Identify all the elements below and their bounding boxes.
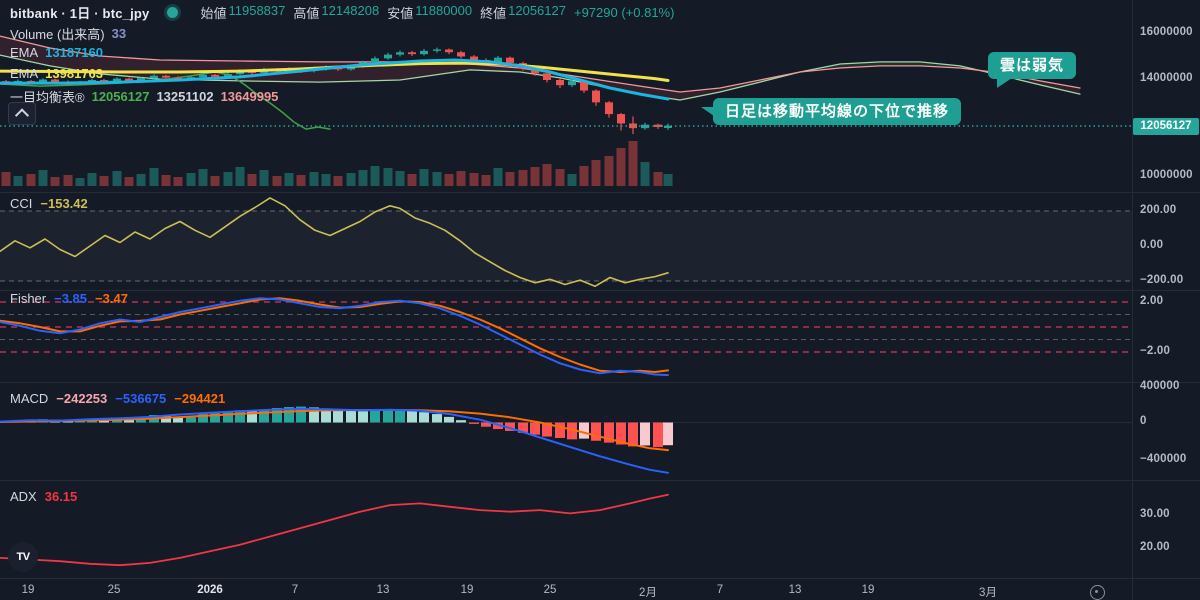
chevron-up-icon: [14, 107, 30, 122]
time-label: 13: [788, 584, 802, 596]
ohlc-close: 終値 12056127: [480, 2, 566, 21]
pane-label-cci[interactable]: CCI −153.42: [10, 196, 88, 211]
time-label: 2月: [639, 587, 657, 599]
time-label: 3月: [979, 587, 997, 599]
change-value: +97290 (+0.81%): [573, 4, 675, 20]
time-label: 25: [107, 584, 121, 596]
time-label: 19: [861, 584, 875, 596]
ohlc-open: 始値 11958837: [200, 2, 286, 21]
annotation-below-ma[interactable]: 日足は移動平均線の下位で推移: [700, 98, 962, 125]
symbol-marker-icon[interactable]: [167, 6, 179, 18]
axis-tick: −2.00: [1140, 345, 1171, 357]
symbol-title[interactable]: bitbank · 1日 · btc_jpy: [10, 5, 150, 21]
pane-label-macd[interactable]: MACD −242253 −536675 −294421: [10, 391, 226, 406]
axis-tick: 0: [1140, 415, 1147, 427]
time-label: 7: [716, 584, 724, 596]
axis-tick: 20.00: [1140, 541, 1170, 553]
last-price-label: 12056127: [1133, 118, 1199, 135]
axis-tick: 10000000: [1140, 169, 1193, 181]
pane-label-fisher[interactable]: Fisher −3.85 −3.47: [10, 291, 128, 306]
time-label: 19: [21, 584, 35, 596]
ohlc-low: 安値 11880000: [387, 2, 473, 21]
axis-tick: 30.00: [1140, 508, 1170, 520]
time-label: 19: [460, 584, 474, 596]
legend-collapse-button[interactable]: [8, 102, 36, 125]
pane-label-adx[interactable]: ADX 36.15: [10, 489, 78, 504]
timezone-icon[interactable]: [1090, 585, 1105, 600]
axis-tick: 16000000: [1140, 26, 1193, 38]
annotation-cloud-bearish[interactable]: 雲は弱気: [988, 52, 1077, 88]
axis-tick: 2.00: [1140, 295, 1164, 307]
legend-ichimoku[interactable]: 一目均衡表® 12056127 13251102 13649995: [10, 89, 279, 105]
axis-tick: −400000: [1140, 453, 1187, 465]
time-label: 7: [291, 584, 299, 596]
time-label: 13: [376, 584, 390, 596]
time-label: 25: [543, 584, 557, 596]
time-label: 2026: [197, 584, 223, 596]
axis-tick: 200.00: [1140, 204, 1177, 216]
legend-ema-fast[interactable]: EMA 13187160: [10, 45, 104, 60]
axis-tick: 0.00: [1140, 239, 1164, 251]
axis-tick: 400000: [1140, 380, 1180, 392]
tradingview-logo[interactable]: TV: [8, 542, 38, 572]
ohlc-high: 高値 12148208: [293, 2, 380, 21]
axis-tick: 14000000: [1140, 72, 1193, 84]
axis-tick: −200.00: [1140, 274, 1184, 286]
legend-volume[interactable]: Volume (出来高) 33: [10, 26, 127, 42]
symbol-header[interactable]: bitbank · 1日 · btc_jpy 始値 11958837 高値 12…: [10, 3, 674, 21]
legend-ema-slow[interactable]: EMA 13981763: [10, 66, 104, 81]
